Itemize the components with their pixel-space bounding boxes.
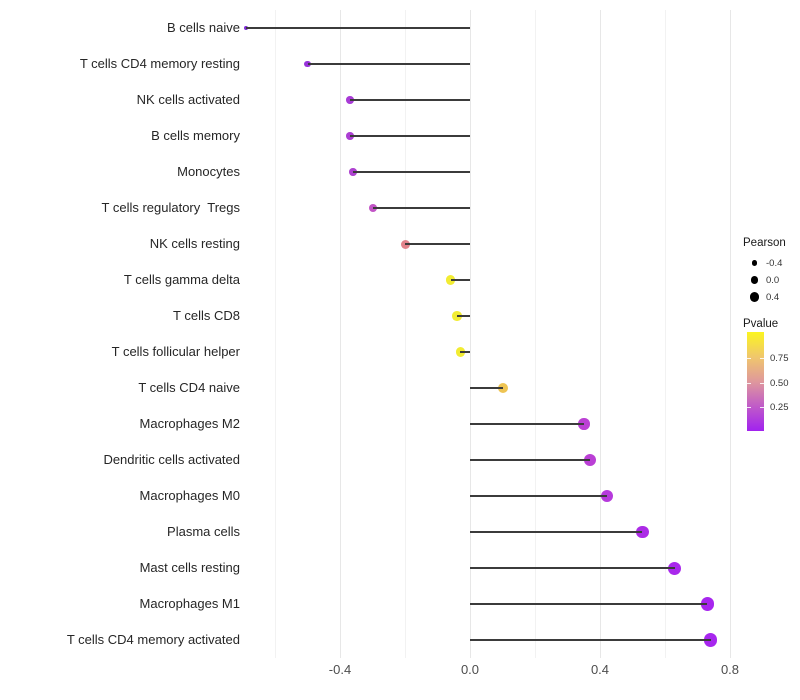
lollipop-dot: [703, 633, 718, 647]
lollipop-dot: [700, 597, 714, 611]
lollipop-dot: [497, 383, 508, 393]
category-label: NK cells activated: [136, 92, 240, 107]
lollipop-segment: [470, 459, 591, 461]
category-label: Macrophages M2: [139, 416, 240, 431]
x-tick-label: 0.0: [460, 662, 480, 677]
category-label: Mast cells resting: [139, 560, 240, 575]
category-label: T cells follicular helper: [111, 344, 240, 359]
category-label: T cells CD4 memory activated: [66, 632, 240, 647]
size-legend-dot: [749, 292, 760, 302]
colorbar-tick-label: 0.25: [770, 402, 789, 413]
lollipop-segment: [349, 135, 470, 137]
lollipop-segment: [470, 603, 708, 605]
size-legend-title: Pearson: [743, 237, 786, 249]
lollipop-segment: [470, 387, 503, 389]
lollipop-segment: [460, 351, 470, 353]
lollipop-segment: [307, 63, 470, 65]
size-legend-dot: [750, 276, 759, 284]
lollipop-segment: [245, 27, 470, 29]
gridline-minor: [534, 10, 536, 658]
lollipop-dot: [600, 490, 613, 502]
colorbar-tick-left: [747, 358, 751, 359]
lollipop-segment: [353, 171, 470, 173]
category-label: NK cells resting: [149, 236, 240, 251]
category-label: Macrophages M1: [139, 596, 240, 611]
gridline-minor: [274, 10, 276, 658]
lollipop-dot: [584, 454, 597, 466]
size-legend-label: -0.4: [766, 258, 783, 269]
category-label: T cells CD4 memory resting: [79, 56, 240, 71]
lollipop-segment: [457, 315, 470, 317]
lollipop-segment: [450, 279, 470, 281]
category-label: T cells CD4 naive: [138, 380, 240, 395]
lollipop-segment: [470, 567, 675, 569]
lollipop-dot: [636, 525, 649, 539]
category-label: Macrophages M0: [139, 488, 240, 503]
x-tick-label: -0.4: [328, 662, 352, 677]
lollipop-dot: [668, 561, 682, 575]
category-label: Plasma cells: [167, 524, 240, 539]
lollipop-segment: [470, 531, 643, 533]
lollipop-dot: [578, 418, 590, 430]
lollipop-segment: [372, 207, 470, 209]
category-label: Dendritic cells activated: [103, 452, 240, 467]
lollipop-segment: [349, 99, 470, 101]
category-label: Monocytes: [177, 164, 240, 179]
size-legend-label: 0.4: [766, 292, 780, 303]
category-label: T cells gamma delta: [123, 272, 240, 287]
colorbar-tick-label: 0.50: [770, 378, 789, 389]
gridline-major: [599, 10, 601, 658]
x-tick-label: 0.4: [590, 662, 610, 677]
lollipop-segment: [405, 243, 470, 245]
colorbar-tick-right: [760, 407, 764, 408]
lollipop-segment: [470, 639, 711, 641]
x-tick-label: 0.8: [720, 662, 740, 677]
category-label: B cells memory: [151, 128, 240, 143]
lollipop-segment: [470, 495, 607, 497]
gridline-major: [339, 10, 341, 658]
category-label: T cells regulatory Tregs: [101, 200, 240, 215]
colorbar-legend-title: Pvalue: [743, 318, 779, 330]
category-label: B cells naive: [167, 20, 240, 35]
gridline-major: [469, 10, 471, 658]
colorbar-tick-right: [760, 383, 764, 384]
colorbar-tick-left: [747, 383, 751, 384]
size-legend-dot: [751, 260, 758, 266]
lollipop-segment: [470, 423, 584, 425]
pvalue-colorbar-gradient: [747, 332, 764, 431]
size-legend-label: 0.0: [766, 275, 780, 286]
category-label: T cells CD8: [173, 308, 240, 323]
colorbar-tick-right: [760, 358, 764, 359]
colorbar-tick-label: 0.75: [770, 353, 789, 364]
gridline-minor: [664, 10, 666, 658]
gridline-minor: [404, 10, 406, 658]
colorbar-tick-left: [747, 407, 751, 408]
gridline-major: [729, 10, 731, 658]
